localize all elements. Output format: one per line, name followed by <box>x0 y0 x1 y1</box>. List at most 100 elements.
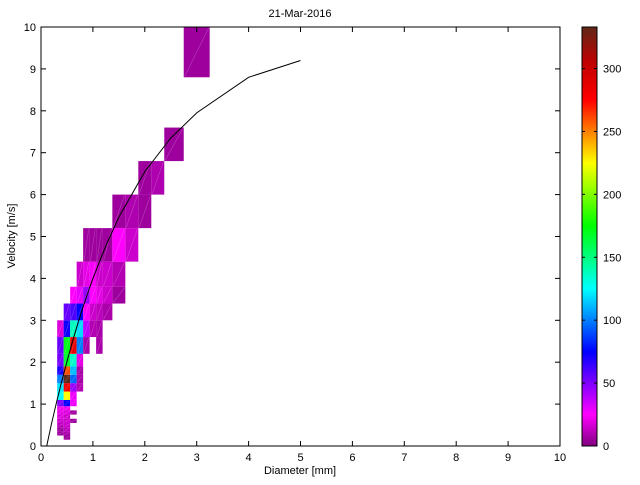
x-axis-ticks: 0 1 2 3 4 5 6 7 8 9 10 <box>38 27 566 464</box>
x-tick-label: 3 <box>194 452 200 464</box>
heatmap-cell <box>70 410 77 415</box>
heatmap-cell <box>96 261 103 287</box>
heatmap-cell <box>76 320 84 338</box>
cell-hatch <box>64 367 70 374</box>
heatmap-cell <box>76 353 84 367</box>
heatmap-cell <box>83 320 90 338</box>
cell-hatch <box>64 411 70 414</box>
cell-hatch <box>90 304 96 320</box>
cell-hatch <box>96 287 102 303</box>
heatmap-cell <box>89 286 97 304</box>
cell-hatch <box>96 337 102 353</box>
heatmap-cell <box>96 303 103 321</box>
heatmap-cell <box>57 320 64 338</box>
x-tick-label: 7 <box>401 452 407 464</box>
heatmap-cell <box>76 383 84 392</box>
heatmap-cell <box>76 337 84 354</box>
cell-hatch <box>71 419 76 423</box>
cell-hatch <box>64 406 70 410</box>
cell-hatch <box>126 195 138 228</box>
heatmap-cell <box>102 303 113 321</box>
heatmap-cell <box>63 422 71 428</box>
cell-hatch <box>103 304 112 320</box>
heatmap-cell <box>83 337 90 354</box>
cell-hatch <box>64 436 70 439</box>
heatmap-cell <box>138 161 152 195</box>
x-tick-label: 6 <box>349 452 355 464</box>
heatmap-cell <box>102 286 113 304</box>
cell-hatch <box>77 367 83 374</box>
y-tick-label: 8 <box>30 106 36 118</box>
cell-hatch <box>70 383 76 391</box>
cell-hatch <box>70 354 76 366</box>
cell-hatch <box>64 423 70 427</box>
cell-hatch <box>64 392 70 400</box>
y-axis-ticks: 0 1 2 3 4 5 6 7 8 9 10 <box>24 22 560 453</box>
y-tick-label: 9 <box>30 64 36 76</box>
cell-hatch <box>83 337 89 353</box>
heatmap-cell <box>89 228 97 262</box>
cell-hatch <box>96 229 102 261</box>
heatmap-cell <box>70 391 77 400</box>
x-axis-label: Diameter [mm] <box>264 465 336 477</box>
heatmap-cell <box>83 261 90 287</box>
heatmap-cell <box>63 418 71 423</box>
heatmap-cell <box>57 406 64 411</box>
heatmap-cell <box>70 320 77 338</box>
heatmap-cell <box>57 418 64 423</box>
cell-hatch <box>64 383 70 391</box>
cell-hatch <box>58 406 63 410</box>
heatmap-cell <box>57 427 64 432</box>
colorbar-tick-label: 0 <box>603 441 609 453</box>
y-tick-label: 6 <box>30 190 36 202</box>
cell-hatch <box>57 375 63 383</box>
colorbar-tick-label: 50 <box>603 378 615 390</box>
cell-hatch <box>96 321 102 337</box>
cell-hatch <box>57 354 63 366</box>
cell-hatch <box>70 375 76 383</box>
cell-hatch <box>58 427 63 431</box>
heatmap-cell <box>70 366 77 375</box>
cell-hatch <box>57 400 63 406</box>
heatmap-cell <box>63 435 71 440</box>
heatmap-cell <box>125 228 139 262</box>
heatmap-cell <box>70 337 77 354</box>
heatmap-cell <box>112 261 126 287</box>
heatmap-cell <box>76 374 84 384</box>
cell-hatch <box>113 195 125 228</box>
cell-hatch <box>77 375 83 383</box>
heatmap-cell <box>89 320 97 338</box>
cell-hatch <box>64 375 70 383</box>
cell-hatch <box>58 419 63 423</box>
cell-hatch <box>165 128 183 161</box>
cell-hatch <box>96 262 102 286</box>
cell-hatch <box>70 337 76 353</box>
heatmap-cell <box>112 228 126 262</box>
heatmap-cell <box>89 261 97 287</box>
y-tick-label: 5 <box>30 232 36 244</box>
cell-hatch <box>58 423 63 427</box>
heatmap-cell <box>76 286 84 304</box>
cell-hatch <box>139 195 151 228</box>
cell-hatch <box>90 229 96 261</box>
colorbar-tick-label: 200 <box>603 189 621 201</box>
heatmap-cell <box>57 353 64 367</box>
cell-hatch <box>152 161 164 194</box>
heatmap-cell <box>96 320 103 338</box>
y-tick-label: 0 <box>30 441 36 453</box>
y-tick-label: 7 <box>30 148 36 160</box>
heatmap-cells <box>57 27 210 440</box>
heatmap-cell <box>63 337 71 354</box>
heatmap-cell <box>125 194 139 229</box>
colorbar-ticks: 0 50 100 150 200 250 300 <box>582 64 621 453</box>
y-tick-label: 4 <box>30 273 36 285</box>
y-axis-label: Velocity [m/s] <box>6 204 18 269</box>
heatmap-cell <box>57 410 64 415</box>
cell-hatch <box>77 383 83 391</box>
cell-hatch <box>103 262 112 286</box>
cell-hatch <box>77 321 83 337</box>
cell-hatch <box>64 304 70 320</box>
heatmap-cell <box>164 127 184 162</box>
cell-hatch <box>64 427 70 431</box>
